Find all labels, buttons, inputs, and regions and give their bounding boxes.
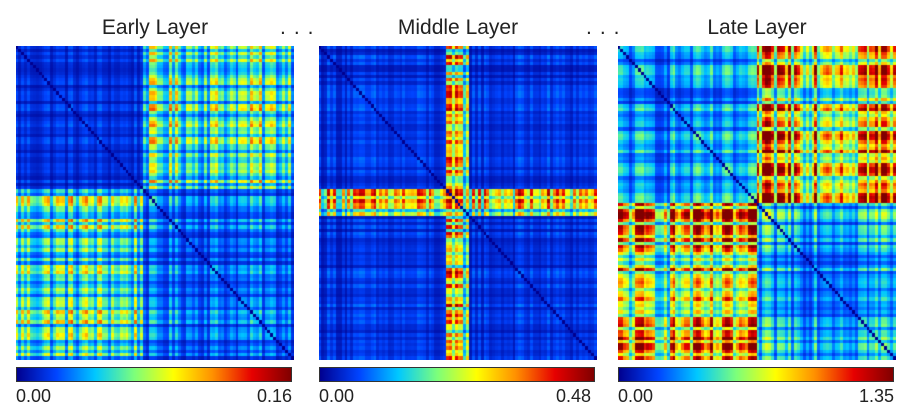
colorbar-max-label-middle-layer: 0.48 <box>555 386 591 406</box>
chart-title-early-layer: Early Layer <box>101 16 209 39</box>
heatmap-middle-layer <box>319 46 597 360</box>
colorbar-middle-layer <box>319 367 595 382</box>
colorbar-early-layer <box>16 367 292 382</box>
colorbar-late-layer <box>618 367 894 382</box>
heatmap-early-layer <box>16 46 294 360</box>
separator-ellipsis-1: ... <box>280 16 322 39</box>
chart-title-late-layer: Late Layer <box>707 16 807 39</box>
colorbar-min-label-early-layer: 0.00 <box>16 386 52 406</box>
chart-title-middle-layer: Middle Layer <box>397 16 519 39</box>
colorbar-min-label-middle-layer: 0.00 <box>319 386 355 406</box>
separator-ellipsis-2: ... <box>586 16 628 39</box>
colorbar-max-label-late-layer: 1.35 <box>858 386 894 406</box>
colorbar-min-label-late-layer: 0.00 <box>618 386 654 406</box>
colorbar-max-label-early-layer: 0.16 <box>256 386 292 406</box>
heatmap-late-layer <box>618 46 896 360</box>
